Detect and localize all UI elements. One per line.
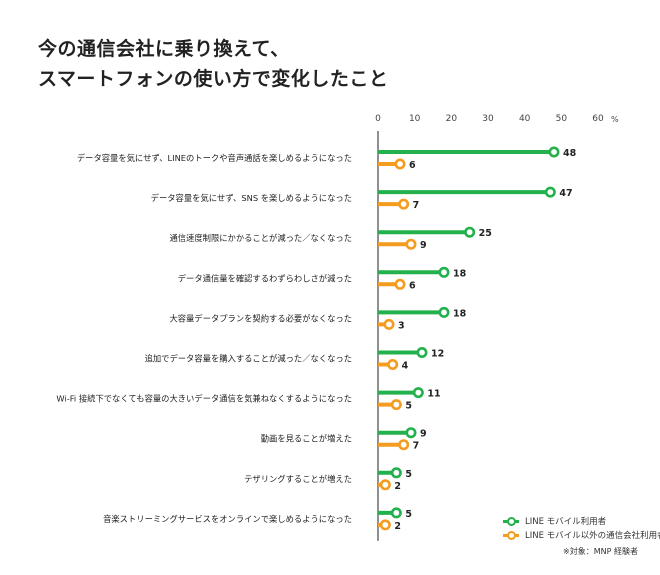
chart-title-line-2: スマートフォンの使い方で変化したこと: [38, 68, 389, 90]
category-label: データ通信量を確認するわずらわしさが減った: [178, 273, 352, 283]
value-label-other-carrier: 4: [402, 361, 409, 372]
point-line-mobile: [390, 467, 402, 479]
value-label-other-carrier: 2: [394, 481, 401, 492]
value-label-other-carrier: 6: [409, 160, 416, 171]
chart-title: 今の通信会社に乗り換えて、 スマートフォンの使い方で変化したこと: [38, 34, 388, 94]
legend-swatch-line-mobile: [503, 516, 519, 526]
point-other-carrier: [383, 318, 395, 330]
legend-item-line-mobile: LINE モバイル利用者: [503, 514, 660, 528]
point-other-carrier: [405, 238, 417, 250]
chart-title-line-1: 今の通信会社に乗り換えて、: [38, 38, 290, 60]
point-line-mobile: [544, 186, 556, 198]
value-label-other-carrier: 3: [398, 320, 405, 331]
x-tick-label: 40: [519, 114, 531, 124]
value-label-other-carrier: 6: [409, 280, 416, 291]
legend-label-other-carrier: LINE モバイル以外の通信会社利用者: [525, 531, 660, 541]
category-label: 追加でデータ容量を購入することが減った／なくなった: [145, 354, 352, 364]
legend: LINE モバイル利用者 LINE モバイル以外の通信会社利用者: [503, 514, 660, 542]
point-other-carrier: [379, 479, 391, 491]
value-label-other-carrier: 7: [413, 441, 420, 452]
value-label-line-mobile: 5: [405, 469, 412, 480]
legend-label-line-mobile: LINE モバイル利用者: [525, 517, 607, 527]
x-tick-label: 50: [556, 114, 568, 124]
point-other-carrier: [394, 158, 406, 170]
category-label: 通信速度制限にかかることが減った／なくなった: [169, 233, 352, 243]
category-label: 動画を見ることが増えた: [261, 434, 352, 444]
x-axis-unit: %: [611, 115, 619, 124]
legend-item-other-carrier: LINE モバイル以外の通信会社利用者: [503, 528, 660, 542]
x-tick-label: 10: [409, 114, 421, 124]
point-line-mobile: [438, 306, 450, 318]
value-label-line-mobile: 12: [431, 349, 444, 360]
value-label-line-mobile: 18: [453, 268, 467, 279]
value-label-other-carrier: 5: [405, 401, 412, 412]
point-other-carrier: [390, 399, 402, 411]
category-label: データ容量を気にせず、SNS を楽しめるようになった: [151, 193, 352, 203]
value-label-line-mobile: 5: [405, 509, 412, 520]
value-label-other-carrier: 9: [420, 240, 427, 251]
point-line-mobile: [464, 226, 476, 238]
x-tick-label: 30: [482, 114, 494, 124]
footnote: ※対象：MNP 経験者: [563, 547, 638, 556]
category-label: 大容量データプランを契約する必要がなくなった: [169, 313, 352, 323]
x-tick-label: 20: [446, 114, 458, 124]
point-line-mobile: [548, 146, 560, 158]
point-line-mobile: [412, 387, 424, 399]
value-label-line-mobile: 11: [427, 389, 440, 400]
category-label: Wi-Fi 接続下でなくても容量の大きいデータ通信を気兼ねなくするようになった: [56, 394, 352, 404]
point-line-mobile: [405, 427, 417, 439]
value-label-line-mobile: 48: [563, 148, 577, 159]
category-label: 音楽ストリーミングサービスをオンラインで楽しめるようになった: [103, 514, 352, 524]
value-label-other-carrier: 7: [413, 200, 420, 211]
point-other-carrier: [398, 439, 410, 451]
value-label-line-mobile: 18: [453, 308, 467, 319]
point-other-carrier: [394, 278, 406, 290]
x-tick-label: 0: [375, 114, 381, 124]
point-other-carrier: [387, 358, 399, 370]
point-other-carrier: [398, 198, 410, 210]
x-tick-label: 60: [592, 114, 604, 124]
value-label-line-mobile: 47: [559, 188, 572, 199]
point-line-mobile: [438, 266, 450, 278]
point-line-mobile: [390, 507, 402, 519]
point-line-mobile: [416, 346, 428, 358]
value-label-line-mobile: 25: [479, 228, 492, 239]
category-label: データ容量を気にせず、LINEのトークや音声通話を楽しめるようになった: [77, 153, 352, 163]
value-label-line-mobile: 9: [420, 429, 427, 440]
point-other-carrier: [379, 519, 391, 531]
category-label: テザリングすることが増えた: [244, 474, 352, 484]
legend-swatch-other-carrier: [503, 530, 519, 540]
value-label-other-carrier: 2: [394, 521, 401, 532]
